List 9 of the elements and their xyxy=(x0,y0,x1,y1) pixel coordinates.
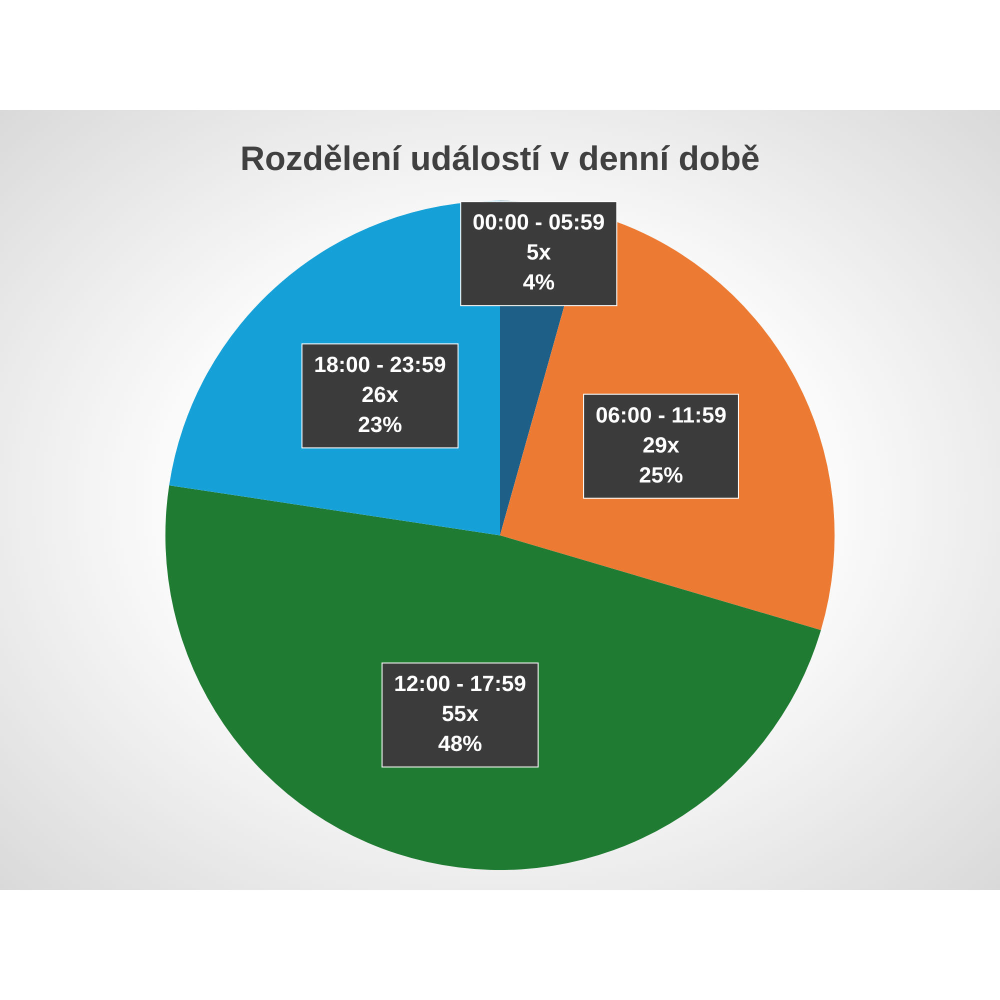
data-label: 5x 4% xyxy=(522,240,555,295)
slice-label: 06:00 - 11:59 xyxy=(596,402,726,428)
slice-label: 18:00 - 23:59 xyxy=(314,352,446,377)
data-label: 29x 25% xyxy=(639,432,684,488)
slice-label: 12:00 - 17:59 xyxy=(394,671,526,696)
chart-title: Rozdělení událostí v denní době xyxy=(240,140,760,178)
data-label: 55x 48% xyxy=(438,701,482,756)
data-label: 26x 23% xyxy=(358,382,402,437)
slice-label: 00:00 - 05:59 xyxy=(472,210,605,235)
